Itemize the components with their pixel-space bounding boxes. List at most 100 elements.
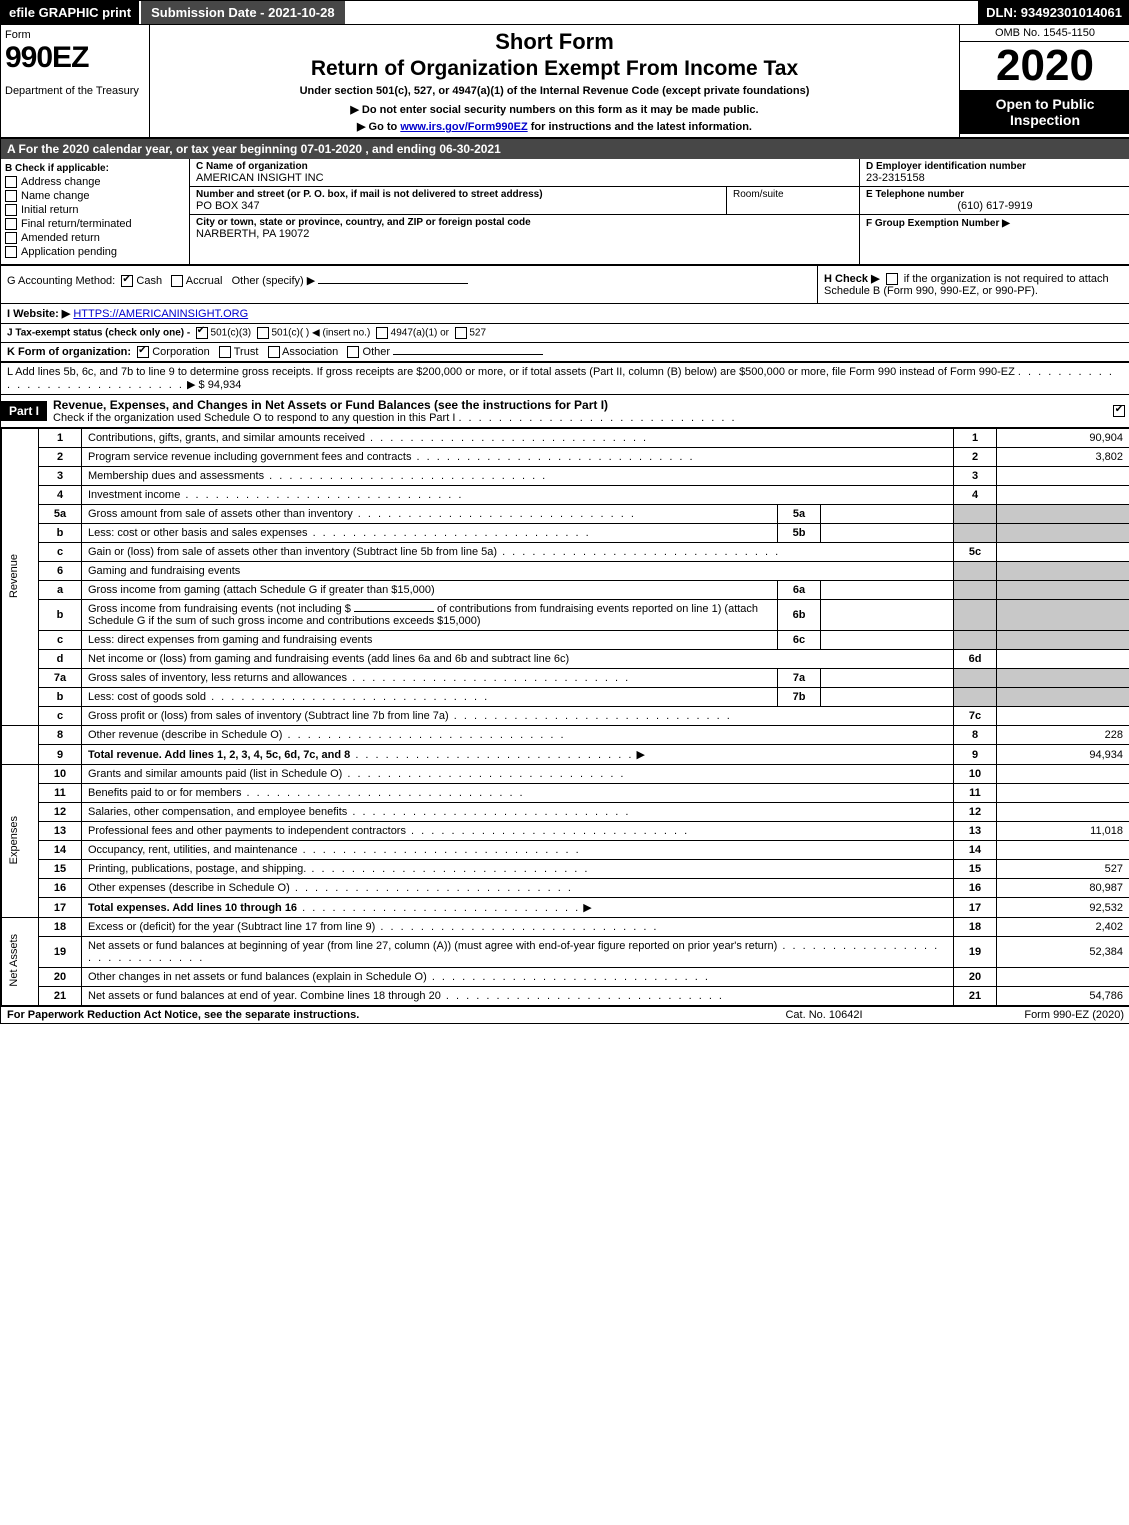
- checkbox-icon[interactable]: [5, 204, 17, 216]
- checkbox-h-icon[interactable]: [886, 273, 898, 285]
- table-row: a Gross income from gaming (attach Sched…: [2, 581, 1129, 600]
- section-b: B Check if applicable: Address change Na…: [1, 159, 190, 264]
- checkbox-trust-icon[interactable]: [219, 346, 231, 358]
- under-section-text: Under section 501(c), 527, or 4947(a)(1)…: [158, 85, 951, 97]
- dots-icon: [264, 470, 547, 482]
- opt-501c3: 501(c)(3): [211, 328, 252, 339]
- check-amended-return: Amended return: [5, 232, 185, 244]
- line-amount: [997, 968, 1129, 987]
- line-box: 16: [954, 879, 997, 898]
- line-desc: Professional fees and other payments to …: [82, 822, 954, 841]
- grey-cell: [997, 600, 1129, 631]
- line-amount: 228: [997, 726, 1129, 745]
- line-desc: Printing, publications, postage, and shi…: [82, 860, 954, 879]
- page-footer: For Paperwork Reduction Act Notice, see …: [1, 1006, 1129, 1023]
- line-amount: 80,987: [997, 879, 1129, 898]
- check-application-pending: Application pending: [5, 246, 185, 258]
- dots-icon: [353, 508, 636, 520]
- checkbox-other-icon[interactable]: [347, 346, 359, 358]
- schedule-o-checkbox-cell: [1108, 399, 1129, 423]
- open-public-badge: Open to Public Inspection: [960, 90, 1129, 134]
- table-row: d Net income or (loss) from gaming and f…: [2, 650, 1129, 669]
- irs-link[interactable]: www.irs.gov/Form990EZ: [400, 121, 527, 133]
- checkbox-cash-icon[interactable]: [121, 275, 133, 287]
- desc-text: Membership dues and assessments: [88, 470, 264, 482]
- checkbox-schedule-o-icon[interactable]: [1113, 405, 1125, 417]
- opt-trust: Trust: [234, 346, 259, 358]
- grey-cell: [997, 562, 1129, 581]
- header-center: Short Form Return of Organization Exempt…: [150, 25, 959, 137]
- website-link[interactable]: HTTPS://AMERICANINSIGHT.ORG: [73, 308, 248, 320]
- desc-text: Professional fees and other payments to …: [88, 825, 406, 837]
- line-box: 4: [954, 486, 997, 505]
- checkbox-icon[interactable]: [5, 246, 17, 258]
- check-name-change: Name change: [5, 190, 185, 202]
- revenue-vtab-label: Revenue: [8, 554, 20, 598]
- checkbox-501c-icon[interactable]: [257, 327, 269, 339]
- checkbox-accrual-icon[interactable]: [171, 275, 183, 287]
- line-box: 11: [954, 784, 997, 803]
- dots-icon: [406, 825, 689, 837]
- city-label: City or town, state or province, country…: [196, 217, 853, 228]
- table-row: c Gain or (loss) from sale of assets oth…: [2, 543, 1129, 562]
- table-row: 20 Other changes in net assets or fund b…: [2, 968, 1129, 987]
- entity-info-box: B Check if applicable: Address change Na…: [1, 159, 1129, 266]
- opt-association: Association: [282, 346, 338, 358]
- line-amount: [997, 803, 1129, 822]
- contrib-amount-input[interactable]: [354, 611, 434, 612]
- opt-527: 527: [469, 328, 486, 339]
- part-i-title-text: Revenue, Expenses, and Changes in Net As…: [53, 398, 608, 412]
- line-desc: Grants and similar amounts paid (list in…: [82, 765, 954, 784]
- table-row: 7a Gross sales of inventory, less return…: [2, 669, 1129, 688]
- line-num: 10: [39, 765, 82, 784]
- line-amount: 11,018: [997, 822, 1129, 841]
- check-label: Final return/terminated: [21, 218, 132, 230]
- table-row: 17 Total expenses. Add lines 10 through …: [2, 898, 1129, 918]
- other-specify-input[interactable]: [318, 283, 468, 284]
- desc-text: Gain or (loss) from sale of assets other…: [88, 546, 497, 558]
- checkbox-icon[interactable]: [5, 176, 17, 188]
- dln-label: DLN: 93492301014061: [978, 1, 1129, 24]
- checkbox-association-icon[interactable]: [268, 346, 280, 358]
- line-num: 11: [39, 784, 82, 803]
- checkbox-527-icon[interactable]: [455, 327, 467, 339]
- part-i-subtitle: Check if the organization used Schedule …: [53, 412, 1102, 424]
- desc-text: Less: cost or other basis and sales expe…: [88, 527, 308, 539]
- line-num: a: [39, 581, 82, 600]
- line-num: 9: [39, 745, 82, 765]
- checkbox-icon[interactable]: [5, 232, 17, 244]
- grey-cell: [997, 631, 1129, 650]
- line-amount: [997, 841, 1129, 860]
- checkbox-icon[interactable]: [5, 190, 17, 202]
- other-org-input[interactable]: [393, 354, 543, 355]
- line-desc: Other changes in net assets or fund bala…: [82, 968, 954, 987]
- expenses-vtab: Expenses: [2, 765, 39, 918]
- desc-text: Gross profit or (loss) from sales of inv…: [88, 710, 449, 722]
- dots-icon: [298, 844, 581, 856]
- opt-other: Other: [363, 346, 391, 358]
- table-row: 14 Occupancy, rent, utilities, and maint…: [2, 841, 1129, 860]
- topbar-spacer: [345, 1, 979, 24]
- line-g-label: G Accounting Method:: [7, 275, 115, 287]
- sub-label: 5a: [778, 505, 821, 524]
- sub-amount: [821, 600, 954, 631]
- table-row: 8 Other revenue (describe in Schedule O)…: [2, 726, 1129, 745]
- city-value: NARBERTH, PA 19072: [196, 228, 853, 240]
- table-row: 4 Investment income 4: [2, 486, 1129, 505]
- form-reference: Form 990-EZ (2020): [924, 1009, 1124, 1021]
- dots-icon: [342, 768, 625, 780]
- checkbox-corporation-icon[interactable]: [137, 346, 149, 358]
- desc-text: Excess or (deficit) for the year (Subtra…: [88, 921, 375, 933]
- check-label: Amended return: [21, 232, 100, 244]
- checkbox-501c3-icon[interactable]: [196, 327, 208, 339]
- desc-text: Occupancy, rent, utilities, and maintena…: [88, 844, 298, 856]
- checkbox-icon[interactable]: [5, 218, 17, 230]
- header-right: OMB No. 1545-1150 2020 Open to Public In…: [959, 25, 1129, 137]
- table-row: Revenue 1 Contributions, gifts, grants, …: [2, 429, 1129, 448]
- checkbox-4947-icon[interactable]: [376, 327, 388, 339]
- check-address-change: Address change: [5, 176, 185, 188]
- section-f: F Group Exemption Number ▶: [860, 215, 1129, 231]
- dots-icon: [180, 489, 463, 501]
- line-box: 1: [954, 429, 997, 448]
- check-final-return: Final return/terminated: [5, 218, 185, 230]
